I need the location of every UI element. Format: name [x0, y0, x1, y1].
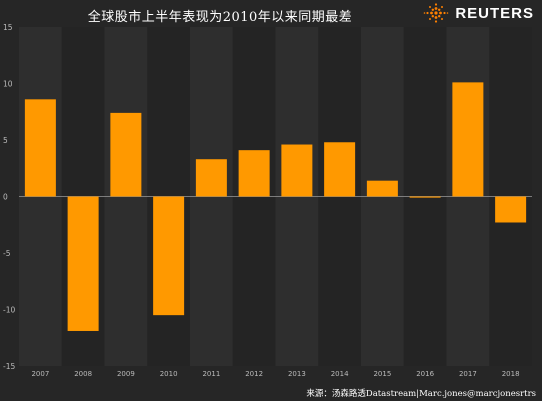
reuters-wordmark: REUTERS	[455, 4, 534, 22]
reuters-brand: REUTERS	[423, 2, 534, 24]
y-tick-label: 10	[3, 80, 13, 89]
reuters-dots-logo-icon	[424, 3, 449, 23]
bar-2014	[324, 142, 356, 197]
x-tick-label: 2014	[331, 370, 349, 378]
bar-2013	[281, 144, 313, 197]
y-tick-label: -10	[3, 306, 15, 315]
x-tick-label: 2012	[245, 370, 263, 378]
x-tick-label: 2017	[459, 370, 477, 378]
y-tick-label: -5	[3, 249, 11, 258]
x-tick-label: 2015	[373, 370, 391, 378]
x-tick-label: 2009	[117, 370, 135, 378]
x-tick-label: 2011	[202, 370, 220, 378]
bar-2009	[110, 112, 142, 197]
bar-2015	[366, 180, 398, 197]
x-tick-label: 2016	[416, 370, 434, 378]
y-tick-label: 0	[3, 193, 8, 202]
bar-2018	[495, 196, 527, 223]
y-tick-label: 15	[3, 23, 13, 32]
bar-2016	[409, 196, 441, 198]
x-tick-label: 2008	[74, 370, 92, 378]
bar-2017	[452, 82, 484, 197]
source-credit: 来源：汤森路透Datastream|Marc.jones@marcjonesrt…	[306, 389, 536, 399]
bar-2011	[195, 159, 227, 197]
bar-2012	[238, 150, 270, 197]
bar-2007	[24, 99, 56, 197]
x-tick-label: 2010	[160, 370, 178, 378]
x-tick-label: 2007	[31, 370, 49, 378]
bar-2008	[67, 196, 99, 331]
chart-title: 全球股市上半年表现为2010年以来同期最差	[87, 10, 353, 25]
bar-2010	[153, 196, 185, 316]
y-tick-label: 5	[3, 136, 8, 145]
x-tick-label: 2018	[502, 370, 520, 378]
y-tick-label: -15	[3, 362, 15, 371]
x-tick-label: 2013	[288, 370, 306, 378]
